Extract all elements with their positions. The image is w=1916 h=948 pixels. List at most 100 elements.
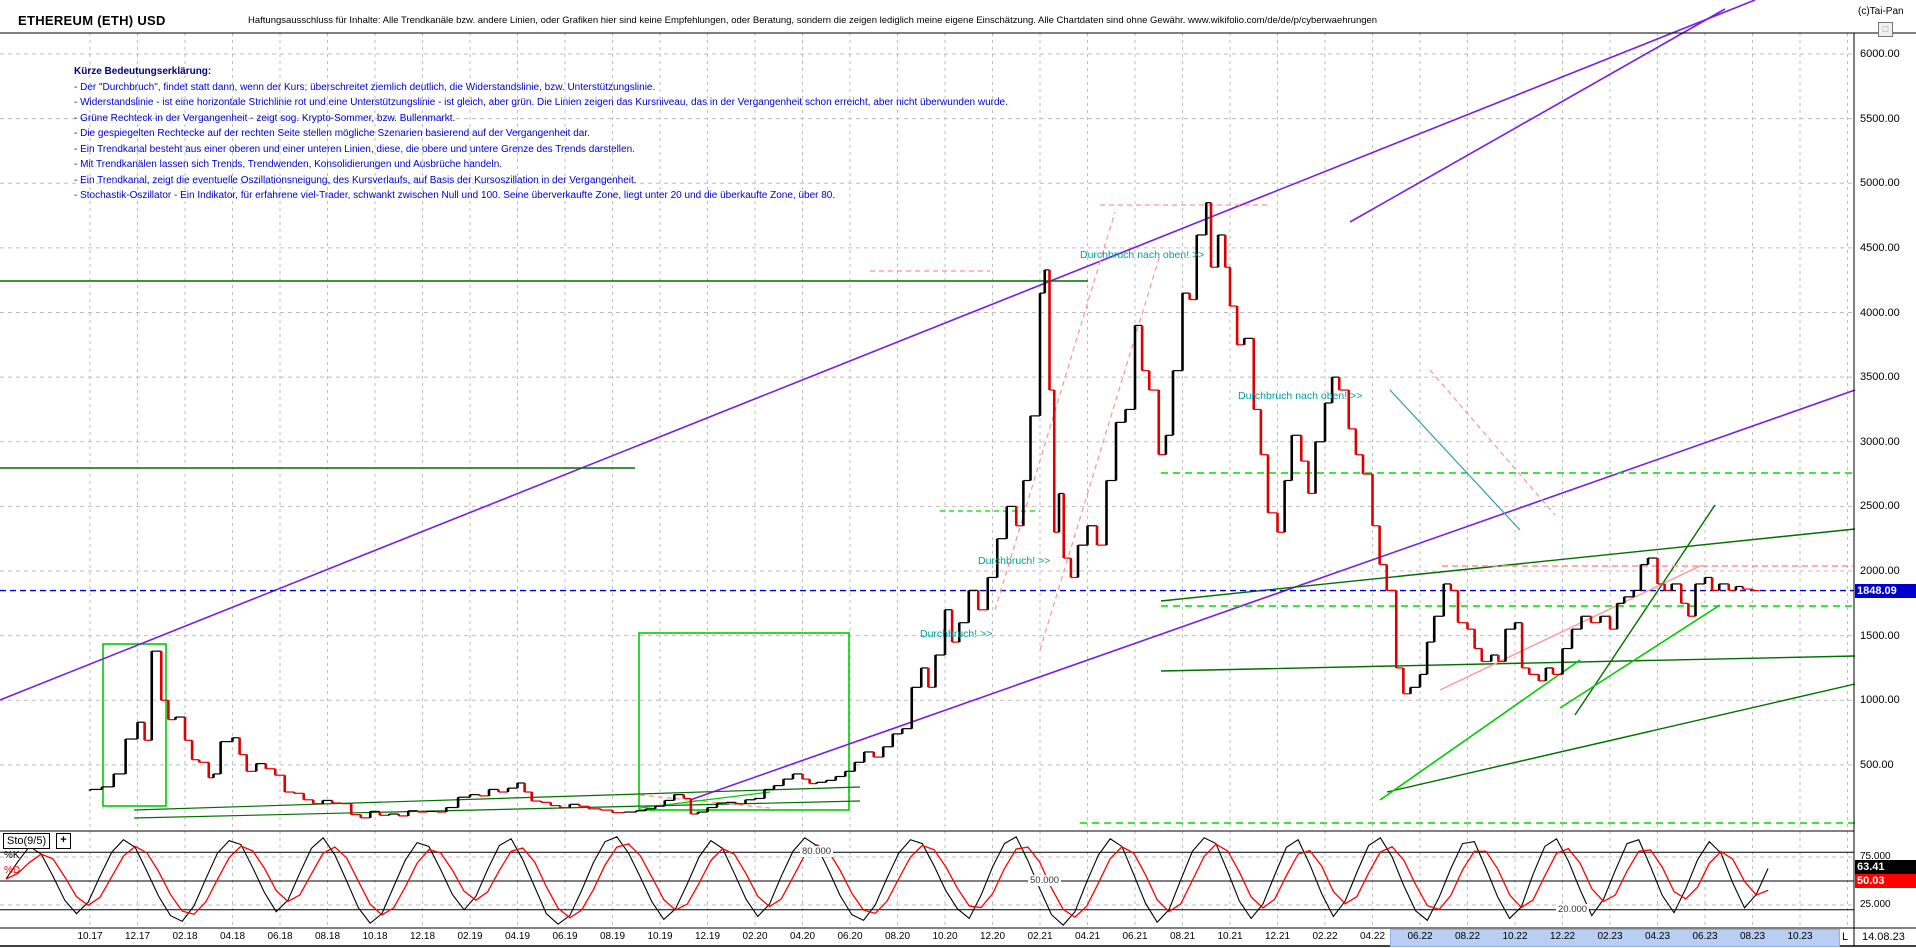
trend-line (639, 794, 771, 809)
date-tick-label[interactable]: 04.21 (1074, 931, 1101, 942)
trend-line (133, 786, 861, 811)
legend-block: Kürze Bedeutungserklärung: - Der "Durchb… (74, 64, 1008, 204)
date-tick-label[interactable]: 06.20 (837, 931, 863, 942)
date-tick-label[interactable]: 12.22 (1549, 931, 1576, 942)
legend-line: - Ein Trendkanal besteht aus einer obere… (74, 143, 635, 155)
date-tick-label[interactable]: 06.22 (1407, 931, 1433, 942)
price-tick-label: 2000.00 (1860, 565, 1900, 577)
breakout-annotation: Durchbruch nach oben! >> (1080, 249, 1205, 261)
date-tick-label[interactable]: 04.22 (1359, 931, 1386, 942)
legend-line: - Mit Trendkanälen lassen sich Trends, T… (74, 159, 503, 170)
trend-line (1559, 604, 1721, 709)
legend-line: - Der "Durchbruch", findet statt dann, w… (74, 81, 656, 93)
trend-line (1386, 683, 1856, 793)
trend-line (1574, 504, 1716, 716)
stochastic-indicator-label[interactable]: Sto(9/5) (3, 833, 51, 849)
price-tick-label: 6000.00 (1860, 48, 1900, 60)
trend-line (1039, 254, 1161, 651)
legend-line: - Widerstandslinie - ist eine horizontal… (74, 97, 1008, 108)
date-tick-label[interactable]: 02.18 (172, 931, 198, 942)
date-tick-label[interactable]: 12.21 (1264, 931, 1291, 942)
window-control-icon[interactable]: □ (1878, 22, 1893, 37)
date-tick-label[interactable]: 02.19 (457, 931, 483, 942)
trend-line (1160, 528, 1856, 602)
trend-line (1379, 659, 1581, 801)
date-tick-label[interactable]: 04.18 (219, 931, 246, 942)
trend-line (689, 389, 1856, 801)
date-tick-label[interactable]: 10.19 (647, 931, 673, 942)
stochastic-d-line (5, 843, 1769, 919)
date-tick-label[interactable]: 10.23 (1787, 931, 1813, 942)
legend-lines: - Der "Durchbruch", findet statt dann, w… (74, 80, 1008, 204)
date-tick-label[interactable]: 06.19 (552, 931, 578, 942)
date-tick-label[interactable]: 08.18 (314, 931, 341, 942)
legend-line: - Stochastik-Oszillator - Ein Indikator,… (74, 190, 836, 201)
date-tick-label[interactable]: 12.20 (979, 931, 1006, 942)
legend-heading: Kürze Bedeutungserklärung: (74, 66, 212, 77)
trend-line (0, 0, 1756, 701)
trend-line (1349, 8, 1726, 223)
trend-line (1160, 655, 1856, 672)
oscillator-level-label: 80.000 (800, 846, 834, 858)
legend-line: - Grüne Rechteck in der Vergangenheit - … (74, 112, 456, 124)
price-tick-label: 1000.00 (1860, 694, 1900, 707)
trend-line (1429, 369, 1556, 516)
date-tick-label[interactable]: 12.17 (124, 931, 151, 942)
price-tick-label: 5500.00 (1860, 112, 1900, 125)
date-tick-label[interactable]: 04.19 (504, 931, 531, 942)
date-tick-label[interactable]: 04.23 (1644, 931, 1671, 942)
date-axis-highlight-strip[interactable] (1390, 929, 1840, 947)
instrument-title: ETHEREUM (ETH) USD (18, 13, 166, 28)
date-tick-label[interactable]: 02.20 (742, 931, 768, 942)
date-tick-label[interactable]: 02.23 (1597, 931, 1623, 942)
krypto-sommer-rectangle (102, 643, 167, 807)
date-tick-label[interactable]: 08.21 (1169, 931, 1196, 942)
trend-line (1439, 564, 1703, 691)
date-tick-label[interactable]: 02.21 (1027, 931, 1053, 942)
oscillator-level-label: 20.000 (1556, 903, 1590, 915)
date-tick-label[interactable]: 10.18 (362, 931, 388, 942)
krypto-sommer-rectangle (638, 632, 850, 811)
date-tick-label[interactable]: 10.21 (1217, 931, 1243, 942)
legend-line: - Ein Trendkanal, zeigt die eventuelle O… (74, 174, 637, 186)
price-tick-label: 5000.00 (1860, 177, 1900, 190)
linear-scale-marker[interactable]: L (1842, 931, 1849, 943)
date-tick-label[interactable]: 12.18 (409, 931, 436, 942)
date-tick-label[interactable]: 08.23 (1739, 931, 1766, 942)
percent-k-value-badge: 63.41 (1855, 860, 1916, 874)
price-tick-label: 500.00 (1860, 758, 1894, 771)
price-tick-label: 1500.00 (1860, 629, 1900, 642)
price-tick-label: 3000.00 (1860, 435, 1900, 448)
date-tick-label[interactable]: 10.20 (932, 931, 958, 942)
date-tick-label[interactable]: 06.21 (1122, 931, 1148, 942)
indicator-expand-button[interactable]: + (56, 833, 71, 849)
last-date-label: 14.08.23 (1862, 931, 1905, 943)
trend-line (1389, 389, 1521, 531)
date-tick-label[interactable]: 04.20 (789, 931, 816, 942)
date-tick-label[interactable]: 08.20 (884, 931, 911, 942)
date-tick-label[interactable]: 06.23 (1692, 931, 1718, 942)
breakout-annotation: Durchbruch nach oben! >> (1238, 390, 1363, 402)
stochastic-k-line (5, 836, 1769, 926)
date-tick-label[interactable]: 10.17 (77, 931, 103, 942)
percent-k-label: %K (4, 850, 20, 861)
oscillator-level-label: 50.000 (1028, 875, 1062, 886)
legend-line: - Die gespiegelten Rechtecke auf der rec… (74, 128, 590, 139)
taipan-copyright: (c)Tai-Pan (1858, 6, 1904, 17)
percent-d-label: %D (4, 865, 21, 876)
trend-line (639, 791, 771, 809)
percent-d-value-badge: 50.03 (1855, 874, 1916, 888)
current-price-badge: 1848.09 (1855, 583, 1916, 598)
date-tick-label[interactable]: 08.22 (1454, 931, 1481, 942)
price-tick-label: 4000.00 (1860, 306, 1900, 319)
breakout-annotation: Durchbruch! >> (978, 555, 1051, 567)
date-tick-label[interactable]: 08.19 (599, 931, 626, 942)
date-tick-label[interactable]: 06.18 (267, 931, 293, 942)
oscillator-tick-label: 75.000 (1860, 851, 1891, 862)
disclaimer-text: Haftungsausschluss für Inhalte: Alle Tre… (248, 15, 1378, 26)
date-tick-label[interactable]: 02.22 (1312, 931, 1338, 942)
date-tick-label[interactable]: 12.19 (694, 931, 721, 942)
date-tick-label[interactable]: 10.22 (1502, 931, 1528, 942)
